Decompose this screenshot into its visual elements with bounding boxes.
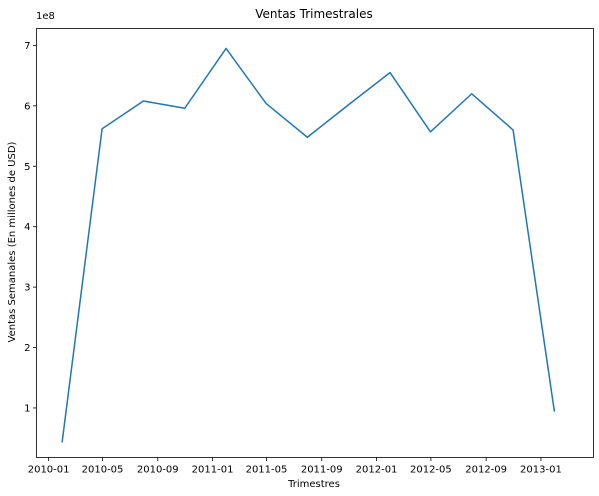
series-layer [61,47,556,443]
y-tick-label: 7 [24,41,30,52]
y-axis-ticks: 1 2 3 4 5 6 7 [24,41,37,414]
y-tick-label: 5 [24,162,30,173]
chart-title: Ventas Trimestrales [255,7,373,21]
y-tick-label: 4 [24,222,30,233]
x-tick-label: 2010-01 [28,465,70,476]
y-tick-label: 3 [24,283,30,294]
x-axis-label: Trimestres [287,479,340,490]
x-tick-label: 2012-05 [410,465,452,476]
y-tick-label: 6 [24,101,30,112]
y-axis-label: Ventas Semanales (En millones de USD) [7,141,18,342]
x-tick-label: 2010-09 [137,465,179,476]
x-axis-ticks: 2010-01 2010-05 2010-09 2011-01 2011-05 2011-… [28,457,562,476]
x-tick-label: 2011-01 [192,465,234,476]
plot-area-frame [36,28,594,458]
x-tick-label: 2012-09 [465,465,507,476]
x-tick-label: 2010-05 [82,465,124,476]
y-tick-label: 1 [24,403,30,414]
x-tick-label: 2011-05 [246,465,288,476]
x-tick-label: 2012-01 [356,465,398,476]
y-tick-label: 2 [24,343,30,354]
series-line-0 [61,47,556,443]
x-tick-label: 2013-01 [520,465,562,476]
x-tick-label: 2011-09 [301,465,343,476]
y-axis-offset-label: 1e8 [36,11,55,22]
